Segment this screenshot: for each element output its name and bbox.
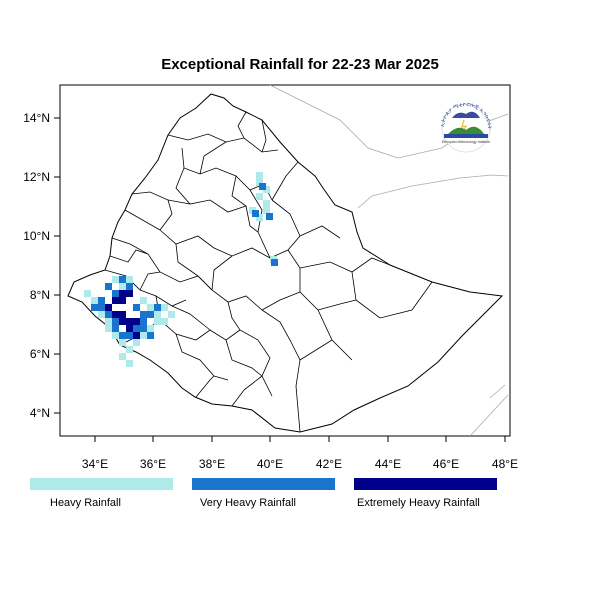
rainfall-cell-heavy	[161, 318, 168, 325]
rainfall-cell-heavy	[105, 318, 112, 325]
rainfall-cell-extreme	[119, 311, 126, 318]
rainfall-cell-heavy	[126, 346, 133, 353]
rainfall-cell-heavy	[98, 311, 105, 318]
rainfall-cell-very-heavy	[119, 332, 126, 339]
rainfall-cell-heavy	[119, 283, 126, 290]
y-tick-label: 10°N	[23, 229, 50, 243]
rainfall-cell-very-heavy	[98, 304, 105, 311]
rainfall-cell-heavy	[112, 332, 119, 339]
rainfall-cell-extreme	[133, 318, 140, 325]
rainfall-cell-very-heavy	[119, 276, 126, 283]
rainfall-cell-heavy	[140, 332, 147, 339]
rainfall-cell-heavy	[105, 325, 112, 332]
x-tick-label: 38°E	[199, 457, 225, 471]
rainfall-cell-extreme	[112, 297, 119, 304]
rainfall-cell-heavy	[154, 311, 161, 318]
y-tick-label: 4°N	[30, 406, 50, 420]
legend-label-extreme: Extremely Heavy Rainfall	[357, 497, 480, 509]
legend-swatch-extreme	[354, 478, 497, 490]
rainfall-cell-very-heavy	[147, 311, 154, 318]
legend-label-very-heavy: Very Heavy Rainfall	[200, 497, 296, 509]
rainfall-cell-very-heavy	[126, 283, 133, 290]
y-tick-label: 6°N	[30, 347, 50, 361]
rainfall-cell-heavy	[140, 297, 147, 304]
rainfall-cell-very-heavy	[105, 283, 112, 290]
legend-label-heavy: Heavy Rainfall	[50, 497, 121, 509]
rainfall-cell-very-heavy	[154, 304, 161, 311]
rainfall-layer	[84, 172, 278, 367]
rainfall-cell-extreme	[112, 311, 119, 318]
cloud-icon	[452, 111, 480, 118]
ethiopia-outline	[67, 93, 504, 433]
rainfall-cell-heavy	[112, 276, 119, 283]
legend-swatch-very-heavy	[192, 478, 335, 490]
rainfall-cell-heavy	[256, 179, 263, 186]
rainfall-cell-very-heavy	[112, 290, 119, 297]
y-tick-marks	[54, 117, 60, 414]
rainfall-cell-very-heavy	[140, 311, 147, 318]
y-tick-label: 12°N	[23, 170, 50, 184]
y-tick-label: 14°N	[23, 111, 50, 125]
x-tick-marks	[94, 436, 506, 442]
rainfall-cell-very-heavy	[112, 318, 119, 325]
rainfall-cell-extreme	[126, 290, 133, 297]
rainfall-cell-heavy	[256, 172, 263, 179]
rainfall-cell-extreme	[119, 318, 126, 325]
rainfall-cell-heavy	[133, 339, 140, 346]
x-tick-label: 42°E	[316, 457, 342, 471]
rainfall-cell-extreme	[126, 325, 133, 332]
rainfall-cell-very-heavy	[133, 304, 140, 311]
rainfall-cell-heavy	[256, 214, 263, 221]
rainfall-cell-heavy	[168, 311, 175, 318]
x-tick-label: 46°E	[433, 457, 459, 471]
rainfall-cell-very-heavy	[126, 332, 133, 339]
x-tick-label: 44°E	[375, 457, 401, 471]
rainfall-cell-heavy	[84, 290, 91, 297]
x-tick-label: 40°E	[257, 457, 283, 471]
rainfall-cell-very-heavy	[140, 325, 147, 332]
rainfall-cell-very-heavy	[259, 183, 266, 190]
rainfall-cell-very-heavy	[271, 259, 278, 266]
rainfall-cell-heavy	[263, 186, 270, 193]
rainfall-cell-heavy	[91, 297, 98, 304]
y-tick-labels: 14°N 12°N 10°N 8°N 6°N 4°N	[23, 111, 50, 420]
rainfall-cell-extreme	[119, 297, 126, 304]
x-tick-label: 34°E	[82, 457, 108, 471]
rainfall-cell-very-heavy	[105, 311, 112, 318]
rainfall-cell-heavy	[263, 200, 270, 207]
rainfall-cell-heavy	[126, 360, 133, 367]
legend-swatch-heavy	[30, 478, 173, 490]
rainfall-cell-very-heavy	[91, 304, 98, 311]
rainfall-cell-extreme	[105, 304, 112, 311]
map-title: Exceptional Rainfall for 22-23 Mar 2025	[161, 56, 439, 73]
rainfall-cell-heavy	[161, 304, 168, 311]
rainfall-cell-very-heavy	[140, 318, 147, 325]
rainfall-cell-heavy	[119, 353, 126, 360]
rainfall-cell-heavy	[147, 325, 154, 332]
hills-icon	[448, 126, 484, 134]
y-tick-label: 8°N	[30, 288, 50, 302]
logo-bottom-text: Ethiopian Meteorology Institute	[442, 140, 490, 144]
x-tick-labels: 34°E 36°E 38°E 40°E 42°E 44°E 46°E 48°E	[82, 457, 518, 471]
rainfall-cell-heavy	[119, 339, 126, 346]
rainfall-cell-very-heavy	[98, 297, 105, 304]
rainfall-cell-extreme	[126, 318, 133, 325]
rainfall-cell-heavy	[256, 193, 263, 200]
rainfall-cell-very-heavy	[112, 325, 119, 332]
rainfall-cell-heavy	[263, 207, 270, 214]
x-tick-label: 48°E	[492, 457, 518, 471]
map-frame	[59, 84, 511, 437]
rainfall-cell-very-heavy	[266, 213, 273, 220]
rainfall-cell-heavy	[154, 318, 161, 325]
rainfall-cell-very-heavy	[133, 325, 140, 332]
water-band	[444, 134, 488, 138]
rainfall-cell-heavy	[126, 276, 133, 283]
rainfall-cell-very-heavy	[147, 332, 154, 339]
rainfall-cell-very-heavy	[252, 210, 259, 217]
x-tick-label: 36°E	[140, 457, 166, 471]
rainfall-cell-extreme	[133, 332, 140, 339]
rainfall-cell-heavy	[147, 304, 154, 311]
rainfall-cell-extreme	[119, 290, 126, 297]
